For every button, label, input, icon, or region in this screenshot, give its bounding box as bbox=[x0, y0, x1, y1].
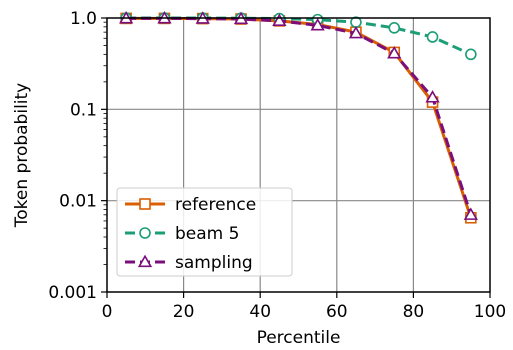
y-tick-label: 0.1 bbox=[70, 100, 97, 120]
x-tick-label: 80 bbox=[403, 302, 425, 322]
legend: reference beam 5 sampling bbox=[116, 187, 293, 277]
data-point bbox=[310, 18, 325, 31]
x-tick-label: 20 bbox=[173, 302, 195, 322]
legend-item: beam 5 bbox=[125, 224, 239, 244]
data-point bbox=[272, 13, 287, 26]
x-tick-label: 100 bbox=[474, 302, 506, 322]
legend-box bbox=[116, 187, 293, 277]
x-tick-label: 60 bbox=[326, 302, 348, 322]
y-axis-label: Token probability bbox=[12, 83, 32, 228]
data-point bbox=[426, 31, 439, 43]
legend-label: reference bbox=[175, 195, 256, 215]
y-tick-label: 0.001 bbox=[48, 283, 97, 303]
legend-label: sampling bbox=[175, 253, 253, 273]
x-tick-label: 40 bbox=[249, 302, 271, 322]
y-tick-label: 1.0 bbox=[70, 9, 97, 29]
data-point bbox=[139, 227, 151, 239]
data-point bbox=[387, 46, 402, 59]
data-point bbox=[425, 90, 440, 103]
x-axis-ticks: 0 20 40 60 80 100 bbox=[102, 292, 506, 322]
data-point bbox=[348, 25, 364, 39]
plot-frame bbox=[106, 17, 491, 293]
series-beam-5 bbox=[120, 12, 477, 61]
legend-label: beam 5 bbox=[175, 224, 239, 244]
x-tick-label: 0 bbox=[102, 302, 113, 322]
series-line bbox=[126, 16, 473, 216]
x-axis-label: Percentile bbox=[257, 328, 341, 348]
series-line bbox=[126, 16, 472, 56]
y-tick-label: 0.01 bbox=[59, 192, 97, 212]
y-axis-ticks: 0.001 0.01 0.1 1.0 bbox=[48, 9, 107, 303]
legend-item: reference bbox=[125, 195, 256, 215]
data-point bbox=[388, 22, 401, 34]
data-point bbox=[465, 48, 477, 61]
legend-item: sampling bbox=[125, 253, 253, 273]
data-point bbox=[463, 207, 478, 220]
data-point bbox=[137, 254, 153, 268]
data-point bbox=[139, 198, 151, 210]
